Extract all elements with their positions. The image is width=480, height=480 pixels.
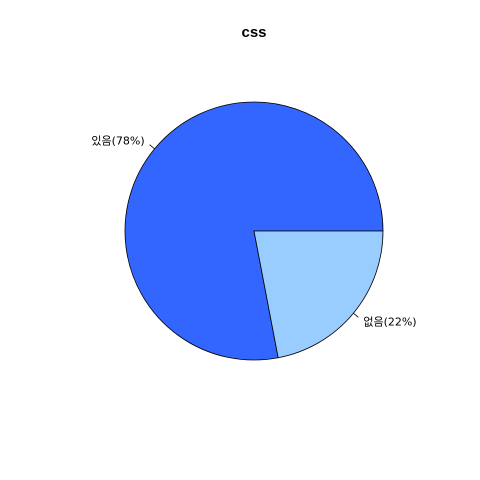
chart-title: css	[241, 24, 266, 41]
pie-label-tick-0	[149, 144, 155, 150]
pie-slices	[124, 101, 384, 361]
pie-labels: 있음(78%) 없음(22%)	[91, 135, 416, 329]
pie-label-0: 있음(78%)	[91, 135, 144, 148]
pie-slice-1	[253, 230, 384, 359]
pie-label-tick-1	[353, 312, 359, 318]
pie-label-1: 없음(22%)	[363, 315, 416, 328]
